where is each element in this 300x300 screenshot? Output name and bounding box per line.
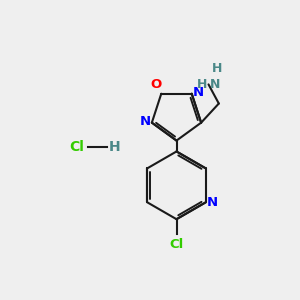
Text: H: H <box>212 62 222 75</box>
Text: H: H <box>197 78 207 91</box>
Text: N: N <box>140 115 151 128</box>
Text: N: N <box>210 78 220 91</box>
Text: N: N <box>193 86 204 99</box>
Text: O: O <box>150 78 162 91</box>
Text: Cl: Cl <box>69 140 84 154</box>
Text: H: H <box>109 140 121 154</box>
Text: Cl: Cl <box>169 238 184 251</box>
Text: N: N <box>207 196 218 209</box>
